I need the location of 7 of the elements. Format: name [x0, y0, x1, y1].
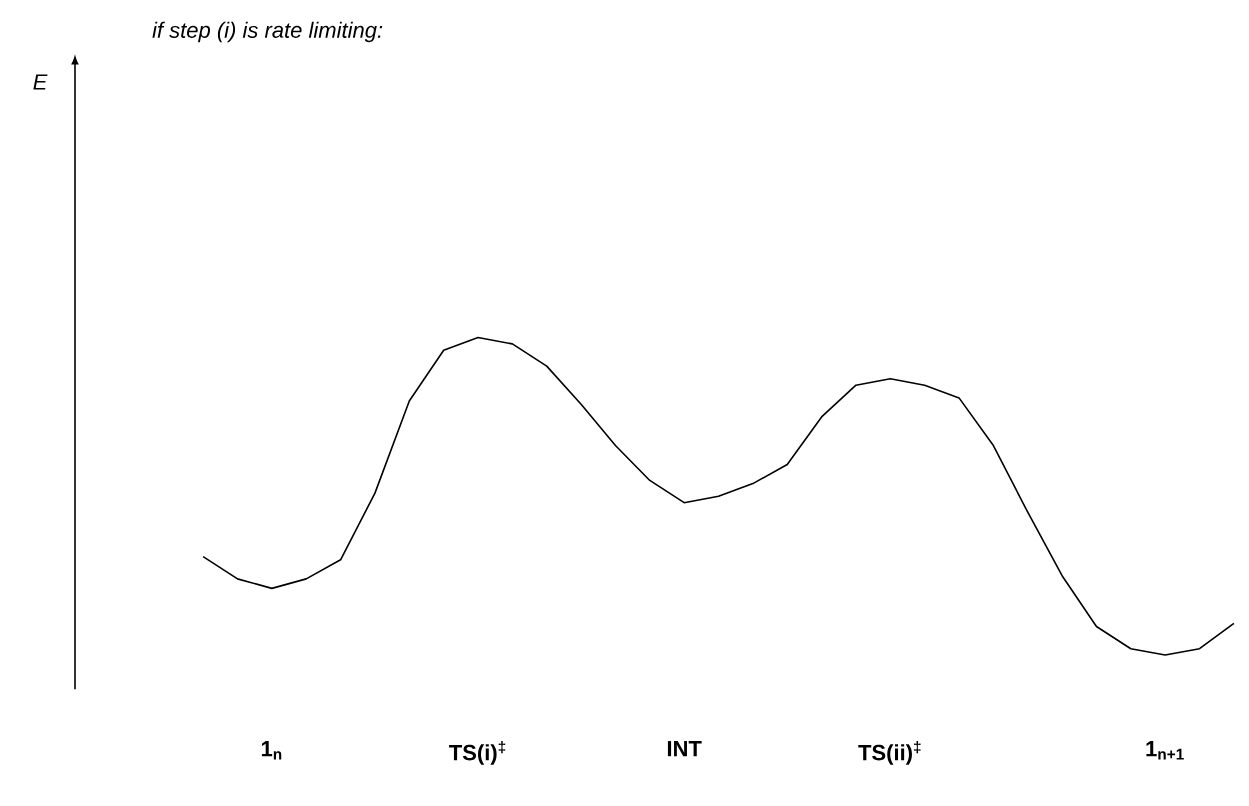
x-tick-label: INT [667, 741, 702, 757]
x-tick-label: TS(ii)$^{‡}$ [858, 741, 921, 765]
text: E [33, 74, 48, 90]
x-tick-label: 1$_{n+1}$ [1146, 741, 1184, 760]
x-tick-label: TS(i)$^{‡}$ [449, 741, 506, 765]
chart-title: if step (i) is rate limiting: [152, 21, 383, 43]
x-tick-label: 1$_{n}$ [261, 741, 282, 760]
